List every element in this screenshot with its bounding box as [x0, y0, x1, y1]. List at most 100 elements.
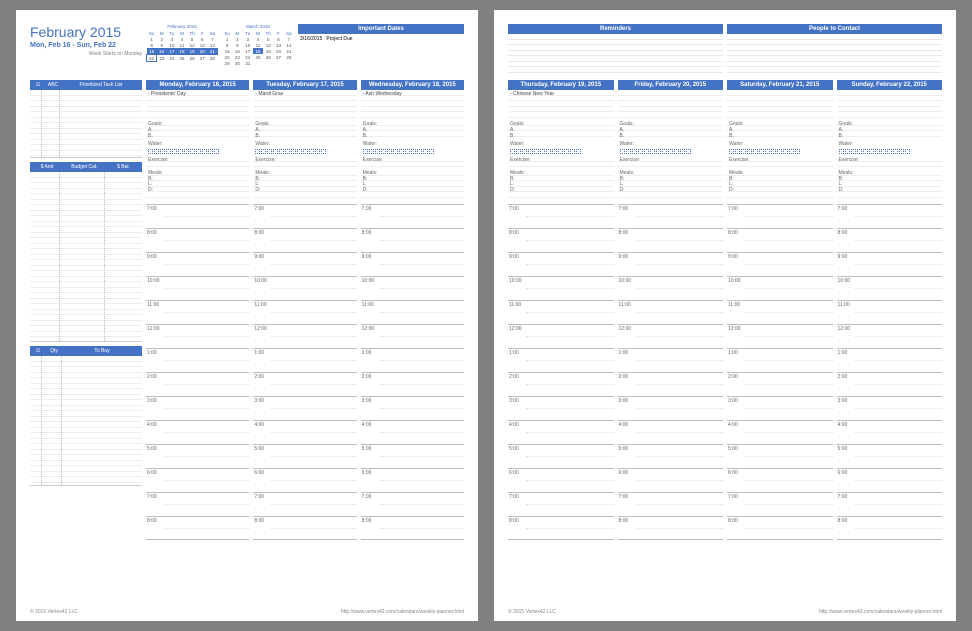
hour-row[interactable]: 2:00 [837, 372, 943, 396]
day-goals[interactable]: Goals:A.B. [146, 120, 249, 140]
hour-row[interactable]: 11:00 [361, 300, 464, 324]
hour-row[interactable]: 1:00 [837, 348, 943, 372]
to-buy-body[interactable] [30, 356, 142, 486]
day-goals[interactable]: Goals:A.B. [618, 120, 724, 140]
hour-row[interactable]: 1:00 [253, 348, 356, 372]
hour-row[interactable]: 7:00 [727, 204, 833, 228]
hour-row[interactable]: 11:00 [727, 300, 833, 324]
hour-row[interactable]: 2:00 [618, 372, 724, 396]
day-water-boxes[interactable] [508, 148, 614, 156]
hour-row[interactable]: 11:00 [837, 300, 943, 324]
hour-row[interactable]: 9:00 [253, 252, 356, 276]
hour-row[interactable]: 7:00 [618, 492, 724, 516]
hour-row[interactable]: 1:00 [146, 348, 249, 372]
hour-row[interactable]: 8:00 [253, 228, 356, 252]
hour-row[interactable]: 5:00 [837, 444, 943, 468]
hour-row[interactable]: 2:00 [727, 372, 833, 396]
hour-row[interactable]: 11:00 [508, 300, 614, 324]
hour-row[interactable]: 8:00 [361, 228, 464, 252]
hour-row[interactable]: 3:00 [727, 396, 833, 420]
hour-row[interactable]: 3:00 [253, 396, 356, 420]
day-schedule[interactable]: 7:008:009:0010:0011:0012:001:002:003:004… [361, 204, 464, 540]
hour-row[interactable]: 9:00 [618, 252, 724, 276]
day-exercise[interactable]: Exercise: [361, 156, 464, 170]
day-events[interactable]: - Presidents' Day [146, 90, 249, 120]
day-schedule[interactable]: 7:008:009:0010:0011:0012:001:002:003:004… [253, 204, 356, 540]
hour-row[interactable]: 6:00 [361, 468, 464, 492]
hour-row[interactable]: 7:00 [361, 492, 464, 516]
hour-row[interactable]: 8:00 [618, 228, 724, 252]
hour-row[interactable]: 7:00 [146, 204, 249, 228]
hour-row[interactable]: 2:00 [361, 372, 464, 396]
hour-row[interactable]: 1:00 [727, 348, 833, 372]
hour-row[interactable]: 11:00 [146, 300, 249, 324]
day-meals[interactable]: Meals:B:L:D: [727, 170, 833, 200]
hour-row[interactable]: 6:00 [727, 468, 833, 492]
day-goals[interactable]: Goals:A.B. [837, 120, 943, 140]
hour-row[interactable]: 12:00 [253, 324, 356, 348]
hour-row[interactable]: 12:00 [837, 324, 943, 348]
hour-row[interactable]: 5:00 [727, 444, 833, 468]
day-exercise[interactable]: Exercise: [253, 156, 356, 170]
hour-row[interactable]: 12:00 [146, 324, 249, 348]
day-goals[interactable]: Goals:A.B. [253, 120, 356, 140]
people-body[interactable] [727, 34, 942, 74]
hour-row[interactable]: 8:00 [508, 228, 614, 252]
hour-row[interactable]: 12:00 [727, 324, 833, 348]
day-events[interactable] [727, 90, 833, 120]
hour-row[interactable]: 3:00 [361, 396, 464, 420]
hour-row[interactable]: 11:00 [618, 300, 724, 324]
day-meals[interactable]: Meals:B:L:D: [837, 170, 943, 200]
day-events[interactable]: - Ash Wednesday [361, 90, 464, 120]
hour-row[interactable]: 10:00 [618, 276, 724, 300]
hour-row[interactable]: 9:00 [837, 252, 943, 276]
hour-row[interactable]: 6:00 [253, 468, 356, 492]
day-exercise[interactable]: Exercise: [618, 156, 724, 170]
hour-row[interactable]: 7:00 [618, 204, 724, 228]
hour-row[interactable]: 7:00 [253, 204, 356, 228]
hour-row[interactable]: 3:00 [837, 396, 943, 420]
hour-row[interactable]: 9:00 [727, 252, 833, 276]
day-meals[interactable]: Meals:B:L:D: [253, 170, 356, 200]
hour-row[interactable]: 7:00 [727, 492, 833, 516]
day-schedule[interactable]: 7:008:009:0010:0011:0012:001:002:003:004… [146, 204, 249, 540]
hour-row[interactable]: 1:00 [361, 348, 464, 372]
day-meals[interactable]: Meals:B:L:D: [146, 170, 249, 200]
hour-row[interactable]: 6:00 [508, 468, 614, 492]
hour-row[interactable]: 9:00 [146, 252, 249, 276]
hour-row[interactable]: 8:00 [146, 516, 249, 540]
hour-row[interactable]: 12:00 [361, 324, 464, 348]
day-schedule[interactable]: 7:008:009:0010:0011:0012:001:002:003:004… [618, 204, 724, 540]
day-water-boxes[interactable] [361, 148, 464, 156]
day-water-boxes[interactable] [146, 148, 249, 156]
hour-row[interactable]: 7:00 [361, 204, 464, 228]
hour-row[interactable]: 2:00 [508, 372, 614, 396]
hour-row[interactable]: 5:00 [618, 444, 724, 468]
hour-row[interactable]: 7:00 [508, 204, 614, 228]
hour-row[interactable]: 4:00 [361, 420, 464, 444]
hour-row[interactable]: 8:00 [508, 516, 614, 540]
hour-row[interactable]: 6:00 [146, 468, 249, 492]
hour-row[interactable]: 3:00 [146, 396, 249, 420]
hour-row[interactable]: 4:00 [727, 420, 833, 444]
hour-row[interactable]: 5:00 [253, 444, 356, 468]
hour-row[interactable]: 10:00 [837, 276, 943, 300]
hour-row[interactable]: 10:00 [727, 276, 833, 300]
hour-row[interactable]: 7:00 [837, 492, 943, 516]
day-events[interactable]: - Mardi Gras [253, 90, 356, 120]
hour-row[interactable]: 5:00 [508, 444, 614, 468]
hour-row[interactable]: 10:00 [146, 276, 249, 300]
hour-row[interactable]: 8:00 [361, 516, 464, 540]
hour-row[interactable]: 4:00 [146, 420, 249, 444]
day-meals[interactable]: Meals:B:L:D: [618, 170, 724, 200]
day-meals[interactable]: Meals:B:L:D: [361, 170, 464, 200]
hour-row[interactable]: 9:00 [508, 252, 614, 276]
day-exercise[interactable]: Exercise: [727, 156, 833, 170]
day-goals[interactable]: Goals:A.B. [508, 120, 614, 140]
hour-row[interactable]: 2:00 [253, 372, 356, 396]
hour-row[interactable]: 10:00 [508, 276, 614, 300]
hour-row[interactable]: 6:00 [618, 468, 724, 492]
day-goals[interactable]: Goals:A.B. [727, 120, 833, 140]
reminders-body[interactable] [508, 34, 723, 74]
day-schedule[interactable]: 7:008:009:0010:0011:0012:001:002:003:004… [727, 204, 833, 540]
